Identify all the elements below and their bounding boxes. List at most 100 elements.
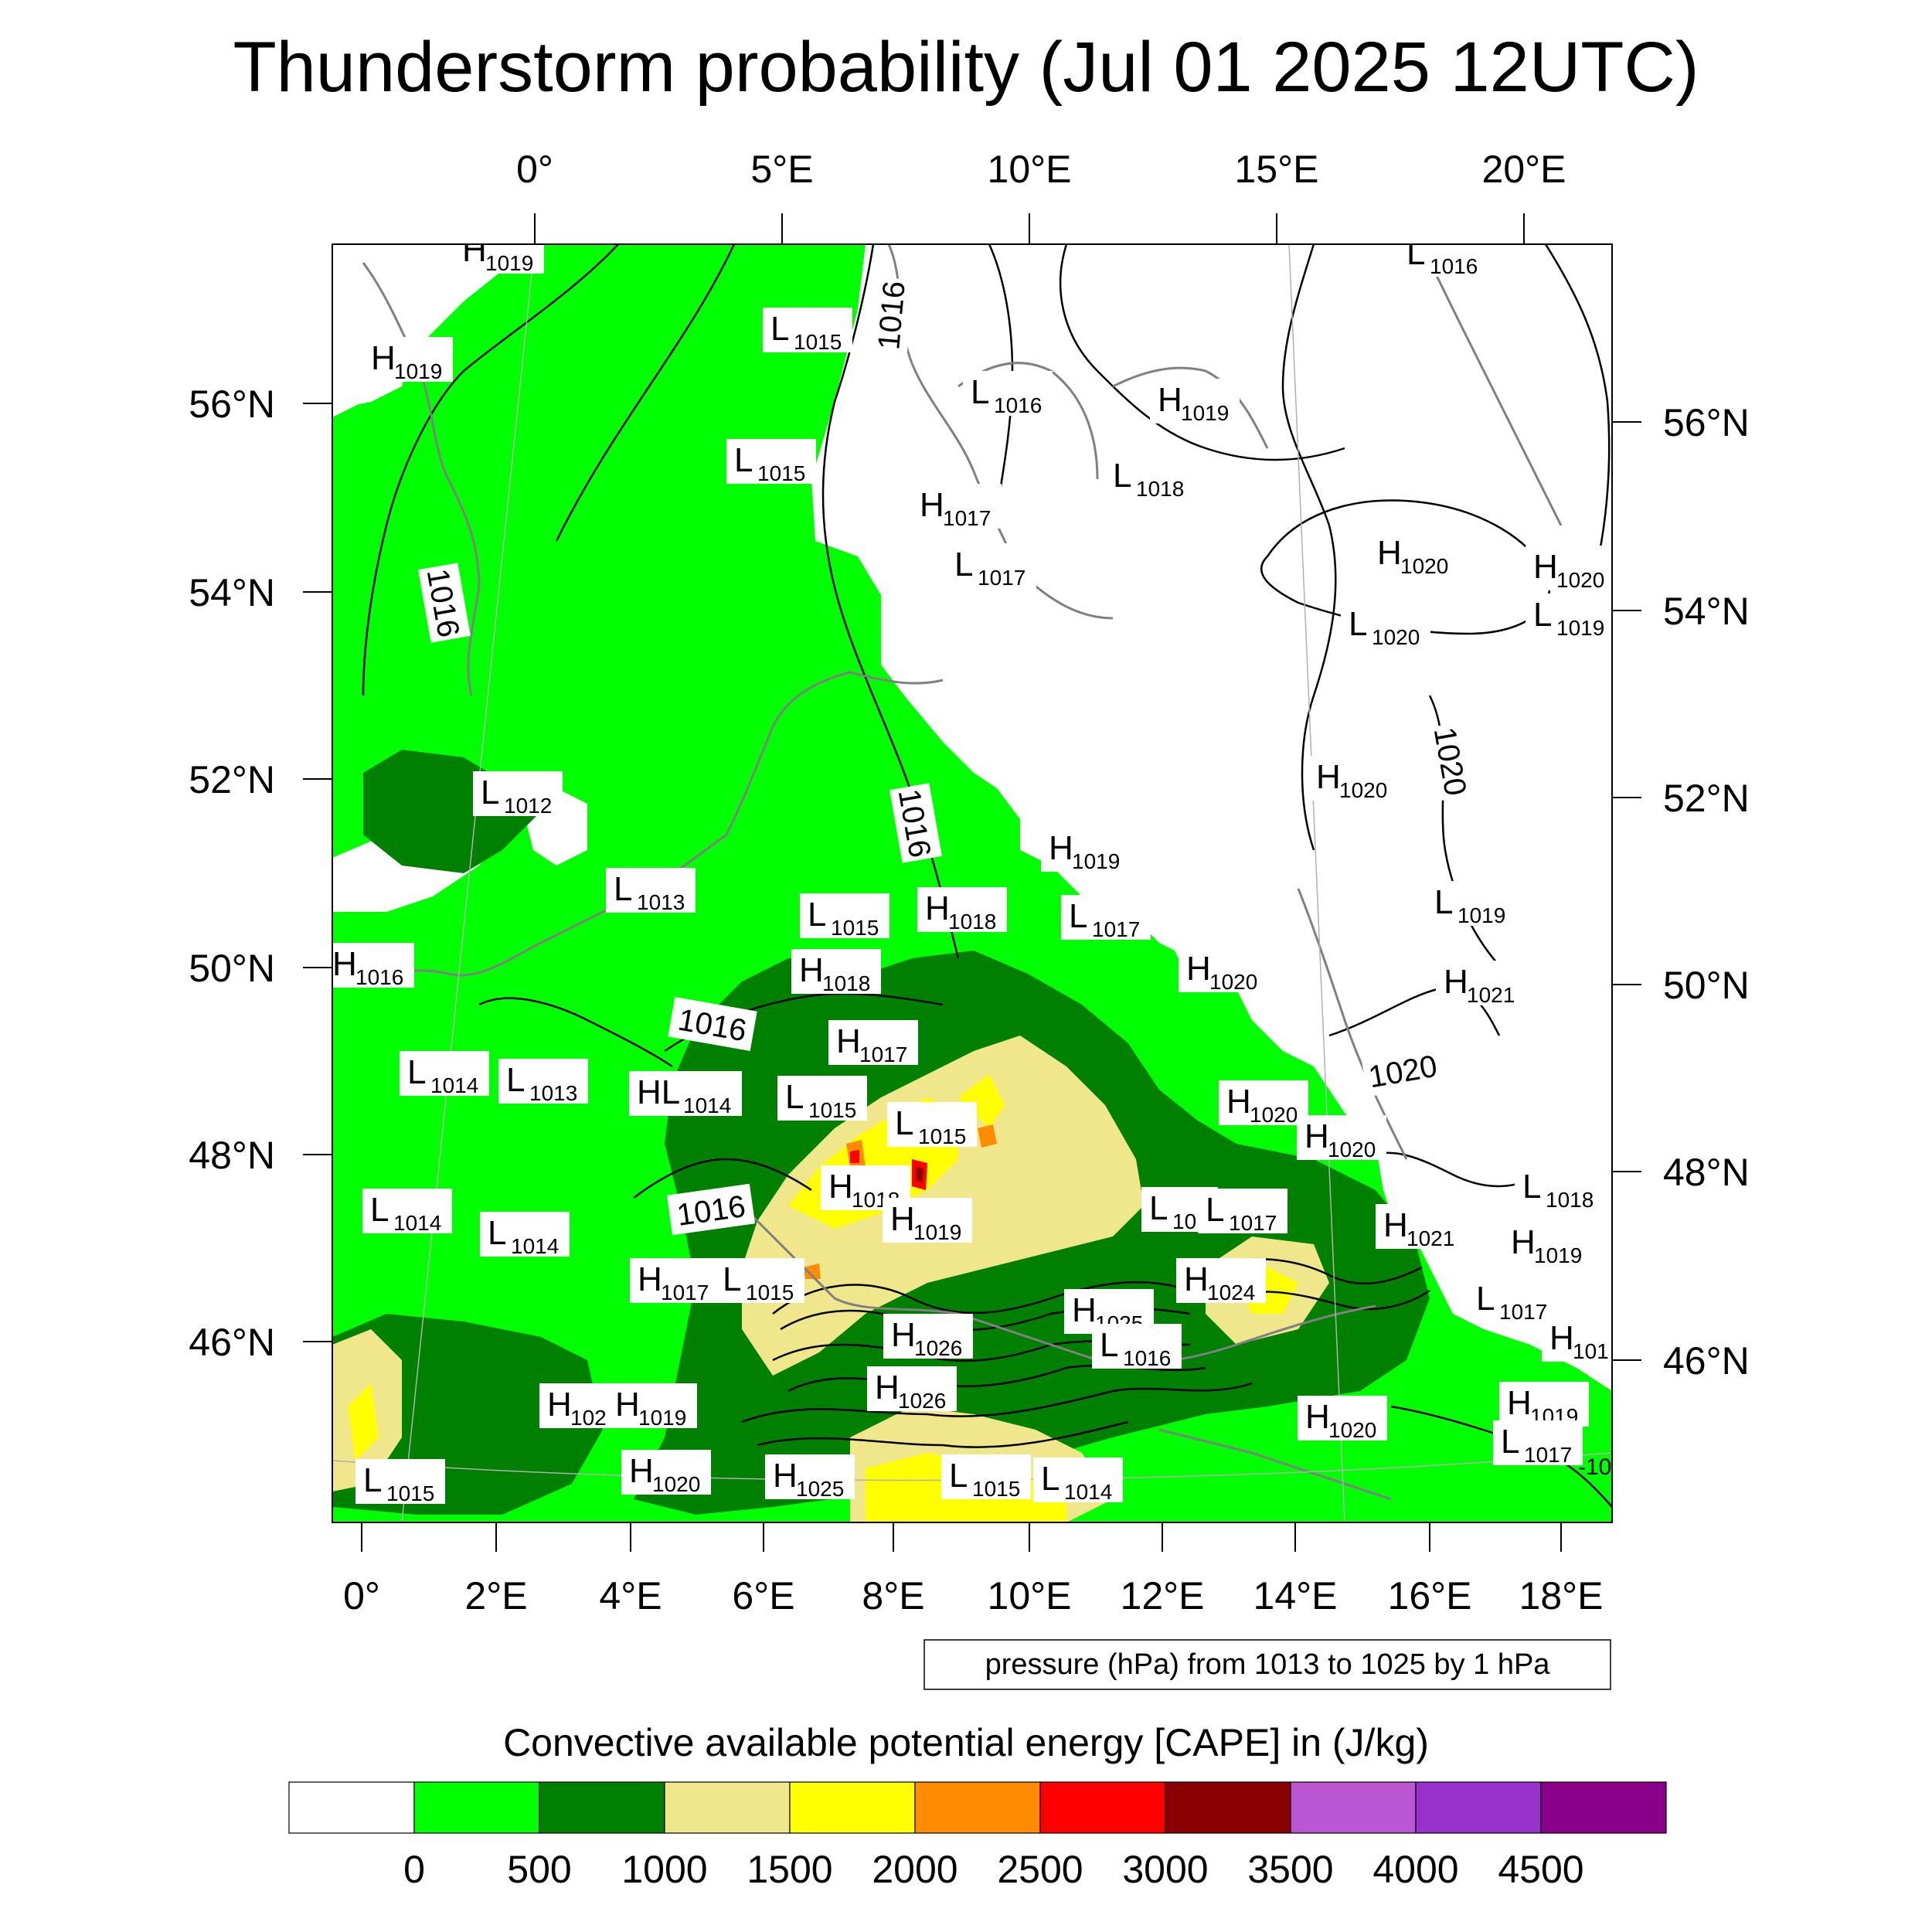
pressure-label-background xyxy=(912,484,1002,529)
left-lat-label: 52°N xyxy=(189,758,275,801)
pressure-center-symbol: H xyxy=(891,1316,916,1354)
pressure-center-value: 1020 xyxy=(1209,970,1257,994)
pressure-center-symbol: L xyxy=(1406,234,1425,272)
left-lat-label: 50°N xyxy=(189,947,275,990)
pressure-center-symbol: L xyxy=(1501,1423,1519,1461)
left-lat-label: 46°N xyxy=(189,1321,275,1364)
pressure-center-symbol: H xyxy=(629,1452,654,1490)
pressure-center-value: 1015 xyxy=(794,330,842,354)
pressure-label-background xyxy=(1105,454,1195,499)
pressure-center-label: L 1014 xyxy=(480,1212,570,1258)
pressure-center-symbol: H xyxy=(1184,1260,1209,1298)
pressure-center-symbol: H xyxy=(890,1200,915,1238)
pressure-center-label: L 1015 xyxy=(726,439,816,485)
pressure-center-symbol: L xyxy=(506,1061,525,1099)
pressure-center-value: 1016 xyxy=(994,393,1042,417)
pressure-center-symbol: L xyxy=(971,373,989,411)
left-latitude-axis: 56°N 54°N 52°N 50°N 48°N 46°N xyxy=(189,383,332,1364)
pressure-center-symbol: L xyxy=(1522,1168,1541,1206)
pressure-label-background xyxy=(883,1198,972,1243)
colorbar-tick-label: 3000 xyxy=(1122,1848,1208,1891)
pressure-label-background xyxy=(763,308,852,352)
top-longitude-axis: 0° 5°E 10°E 15°E 20°E xyxy=(516,148,1566,244)
pressure-center-value: 1017 xyxy=(859,1043,907,1066)
pressure-label-background xyxy=(1526,546,1612,590)
pressure-center-label: L 1015 xyxy=(715,1258,804,1304)
pressure-center-symbol: L xyxy=(949,1457,968,1495)
pressure-center-value: 1020 xyxy=(1400,554,1448,578)
pressure-label-background xyxy=(1219,1080,1308,1125)
pressure-center-symbol: L xyxy=(1149,1189,1168,1227)
pressure-center-value: 1017 xyxy=(661,1281,709,1304)
pressure-center-symbol: H xyxy=(1049,829,1073,867)
pressure-center-label: L 1015 xyxy=(800,893,889,940)
pressure-center-symbol: H xyxy=(836,1022,861,1060)
colorbar-tick-label: 500 xyxy=(507,1848,571,1891)
bottom-lon-label: 12°E xyxy=(1121,1574,1205,1617)
pressure-label-background xyxy=(963,371,1053,416)
colorbar xyxy=(288,1781,1667,1834)
pressure-label-background xyxy=(400,1051,489,1096)
colorbar-swatch xyxy=(1290,1781,1417,1834)
pressure-center-value: 1020 xyxy=(1250,1103,1298,1127)
pressure-center-symbol: H xyxy=(615,1386,640,1423)
pressure-center-value: 101 xyxy=(1573,1339,1609,1363)
colorbar-tick-label: 2000 xyxy=(872,1848,957,1891)
pressure-center-symbol: L xyxy=(407,1053,426,1091)
right-lat-label: 56°N xyxy=(1663,401,1750,444)
pressure-center-label: L 1020 xyxy=(1341,603,1430,649)
pressure-label-background xyxy=(1033,1458,1123,1502)
top-lon-label: 20°E xyxy=(1482,148,1566,191)
pressure-center-value: 1019 xyxy=(1534,1243,1582,1267)
pressure-center-label: L 1014 xyxy=(1033,1458,1123,1504)
pressure-center-value: 1017 xyxy=(1524,1443,1572,1467)
colorbar-tick-label: 4000 xyxy=(1372,1848,1458,1891)
pressure-center-value: 1017 xyxy=(978,566,1026,590)
pressure-center-value: 1019 xyxy=(1072,849,1120,873)
pressure-label-background xyxy=(1376,1204,1465,1249)
pressure-center-symbol: L xyxy=(770,310,789,348)
pressure-center-value: 1014 xyxy=(430,1073,478,1097)
pressure-center-value: 1016 xyxy=(1123,1346,1171,1370)
pressure-center-label: L 1016 xyxy=(963,371,1053,417)
pressure-center-value: 1018 xyxy=(822,971,870,995)
colorbar-tick-label: 2500 xyxy=(997,1848,1083,1891)
pressure-center-value: 1015 xyxy=(918,1124,966,1148)
pressure-label-background xyxy=(1176,1258,1266,1303)
pressure-center-label: L 1018 xyxy=(1515,1165,1604,1212)
pressure-center-label: L 1017 xyxy=(947,543,1036,590)
pressure-center-symbol: L xyxy=(808,896,826,934)
pressure-center-symbol: L xyxy=(488,1214,506,1252)
pressure-center-symbol: L xyxy=(723,1260,741,1298)
colorbar-swatch xyxy=(539,1781,665,1834)
right-latitude-axis: 56°N 54°N 52°N 50°N 48°N 46°N xyxy=(1612,401,1750,1383)
pressure-center-label: L 1017 xyxy=(1493,1420,1583,1467)
pressure-center-symbol: H xyxy=(1507,1384,1532,1422)
pressure-label-background xyxy=(473,771,563,816)
pressure-center-symbol: H xyxy=(1511,1223,1536,1261)
pressure-center-label: L 1013 xyxy=(498,1059,588,1105)
colorbar-tick-labels: 0 500 1000 1500 2000 2500 3000 3500 4000 4500 xyxy=(403,1848,1584,1891)
pressure-center-value: 1017 xyxy=(1092,917,1140,941)
pressure-label-background xyxy=(1515,1165,1604,1210)
pressure-label-background xyxy=(1041,827,1131,872)
pressure-center-label: L 1014 xyxy=(400,1051,489,1097)
pressure-label-background xyxy=(1427,881,1516,926)
pressure-center-value: 1024 xyxy=(1207,1281,1255,1304)
pressure-center-value: 1015 xyxy=(386,1481,434,1505)
pressure-center-symbol: H xyxy=(925,889,950,927)
pressure-label-background xyxy=(607,1383,697,1428)
pressure-label-background xyxy=(726,439,816,484)
pressure-center-symbol: H xyxy=(875,1369,900,1406)
